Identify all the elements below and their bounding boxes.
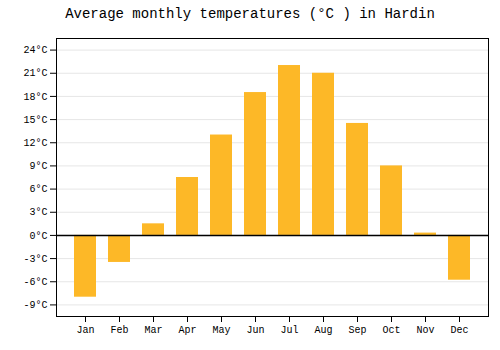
svg-text:24°C: 24°C [23,45,47,56]
svg-text:Aug: Aug [314,325,332,336]
svg-text:9°C: 9°C [29,161,47,172]
svg-text:Mar: Mar [144,325,162,336]
svg-text:Nov: Nov [416,325,434,336]
svg-text:Apr: Apr [178,325,196,336]
svg-text:Jul: Jul [280,325,298,336]
svg-text:-9°C: -9°C [23,300,47,311]
svg-text:18°C: 18°C [23,92,47,103]
svg-text:15°C: 15°C [23,115,47,126]
svg-text:6°C: 6°C [29,184,47,195]
svg-text:Feb: Feb [110,325,128,336]
html-text:Average monthly temperatures (: Average monthly temperatures (°C ) in Ha… [65,6,435,22]
svg-text:Jan: Jan [76,325,94,336]
svg-text:Oct: Oct [382,325,400,336]
svg-text:-6°C: -6°C [23,277,47,288]
svg-text:3°C: 3°C [29,207,47,218]
svg-text:-3°C: -3°C [23,254,47,265]
svg-text:Dec: Dec [450,325,468,336]
svg-text:Sep: Sep [348,325,366,336]
svg-text:21°C: 21°C [23,68,47,79]
svg-text:0°C: 0°C [29,231,47,242]
svg-text:May: May [212,325,230,336]
svg-text:Jun: Jun [246,325,264,336]
svg-text:12°C: 12°C [23,138,47,149]
